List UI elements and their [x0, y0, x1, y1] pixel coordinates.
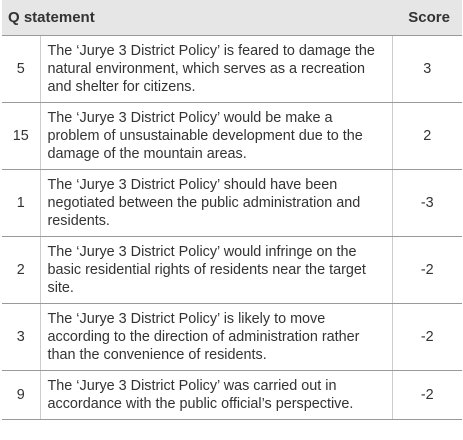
- header-row: Q statement Score: [2, 0, 462, 36]
- score: -2: [391, 370, 462, 420]
- q-statement: The ‘Jurye 3 District Policy’ is likely …: [40, 303, 392, 371]
- q-statement: The ‘Jurye 3 District Policy’ would infr…: [40, 236, 392, 304]
- q-number: 1: [2, 169, 41, 237]
- table-row: 5 The ‘Jurye 3 District Policy’ is feared…: [2, 35, 462, 103]
- q-statement: The ‘Jurye 3 District Policy’ is feared …: [40, 35, 392, 103]
- q-statement: The ‘Jurye 3 District Policy’ should hav…: [40, 169, 392, 237]
- q-statement: The ‘Jurye 3 District Policy’ was carrie…: [40, 370, 392, 420]
- score: 2: [391, 102, 462, 170]
- header-cell: Q statement: [2, 0, 392, 36]
- q-number: 9: [2, 370, 41, 420]
- table-row: 15 The ‘Jurye 3 District Policy’ would be…: [2, 102, 462, 170]
- table-header: Q statement Score: [2, 0, 462, 36]
- table-row: 3 The ‘Jurye 3 District Policy’ is likely…: [2, 303, 462, 371]
- table-row: 9 The ‘Jurye 3 District Policy’ was carri…: [2, 370, 462, 420]
- score: -2: [391, 236, 462, 304]
- score: -3: [391, 169, 462, 237]
- q-table: Q statement Score 5 The ‘Jurye 3 District…: [2, 0, 462, 420]
- table-row: 2 The ‘Jurye 3 District Policy’ would inf…: [2, 236, 462, 304]
- q-number: 3: [2, 303, 41, 371]
- q-statement: The ‘Jurye 3 District Policy’ would be m…: [40, 102, 392, 170]
- q-number: 2: [2, 236, 41, 304]
- q-number: 15: [2, 102, 41, 170]
- score: -2: [391, 303, 462, 371]
- header-cell: Score: [392, 0, 462, 36]
- score: 3: [391, 35, 462, 103]
- table-row: 1 The ‘Jurye 3 District Policy’ should ha…: [2, 169, 462, 237]
- q-number: 5: [2, 35, 41, 103]
- table-body: 5 The ‘Jurye 3 District Policy’ is feared…: [2, 35, 462, 420]
